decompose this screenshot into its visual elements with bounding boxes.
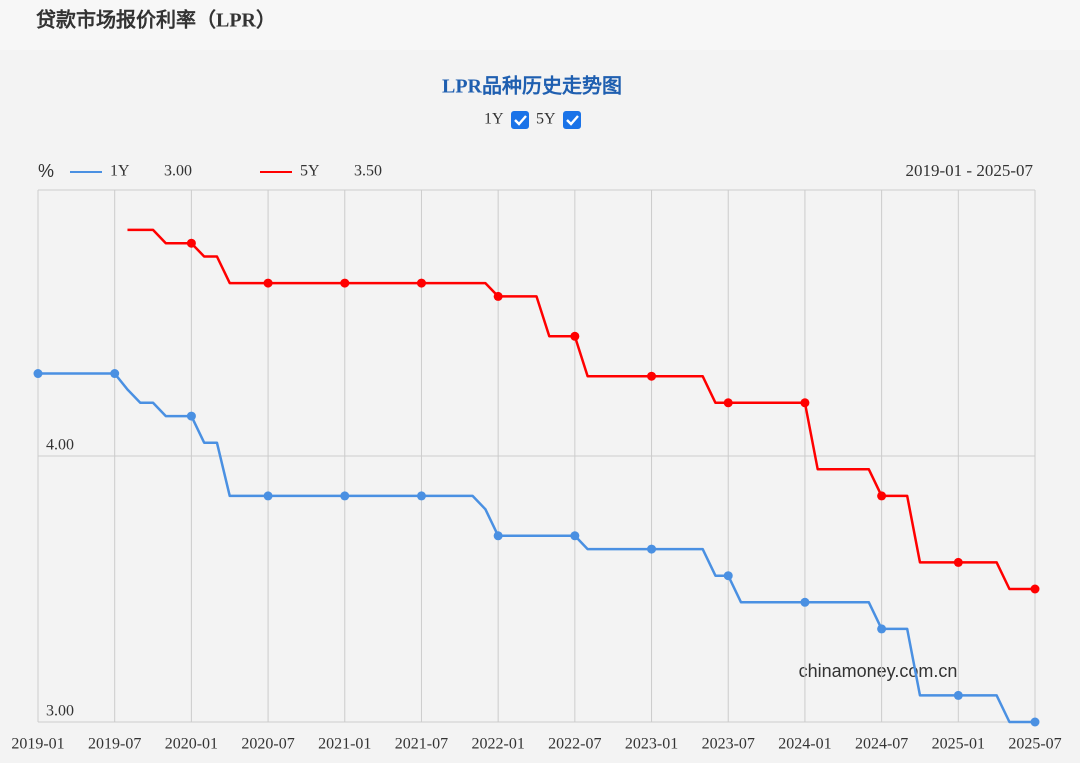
x-tick-label: 2019-07 — [88, 736, 141, 753]
data-point — [416, 278, 426, 288]
checkbox-check — [566, 115, 579, 126]
y-tick-label: 4.00 — [46, 437, 74, 454]
data-point — [877, 624, 887, 634]
data-point — [416, 491, 426, 501]
data-point — [263, 491, 273, 501]
header-bar — [0, 0, 1080, 50]
x-tick-label: 2023-01 — [625, 736, 678, 753]
x-tick-label: 2024-01 — [778, 736, 831, 753]
x-tick-label: 2020-07 — [241, 736, 294, 753]
data-point — [953, 557, 963, 567]
legend-value: 3.00 — [164, 163, 192, 180]
data-point — [110, 369, 120, 379]
data-point — [186, 411, 196, 421]
date-range: 2019-01 - 2025-07 — [906, 161, 1034, 180]
x-tick-label: 2022-07 — [548, 736, 601, 753]
x-tick-label: 2021-07 — [395, 736, 448, 753]
series-line — [127, 228, 1035, 591]
checkbox-check — [514, 115, 527, 126]
data-point — [340, 278, 350, 288]
x-tick-label: 2025-07 — [1008, 736, 1061, 753]
data-point — [800, 597, 810, 607]
data-point — [647, 371, 657, 381]
y-tick-label: 3.00 — [46, 703, 74, 720]
checkbox[interactable] — [511, 111, 529, 129]
data-point — [1030, 584, 1040, 594]
x-tick-label: 2019-01 — [11, 736, 64, 753]
series-line — [38, 372, 1035, 724]
data-point — [263, 278, 273, 288]
legend-label: 5Y — [300, 163, 320, 180]
data-point — [647, 544, 657, 554]
checkbox-label: 1Y — [484, 111, 504, 128]
data-point — [723, 571, 733, 581]
data-point — [877, 491, 887, 501]
page-title: 贷款市场报价利率（LPR） — [36, 8, 276, 32]
watermark: chinamoney.com.cn — [799, 661, 958, 681]
legend-label: 1Y — [110, 163, 130, 180]
checkbox[interactable] — [563, 111, 581, 129]
x-tick-label: 2020-01 — [165, 736, 218, 753]
data-point — [800, 398, 810, 408]
data-point — [1030, 717, 1040, 727]
chart-title: LPR品种历史走势图 — [442, 74, 622, 98]
data-point — [953, 690, 963, 700]
x-tick-label: 2021-01 — [318, 736, 371, 753]
x-tick-label: 2022-01 — [471, 736, 524, 753]
y-unit: % — [38, 161, 54, 181]
data-point — [493, 291, 503, 301]
data-point — [186, 238, 196, 248]
data-point — [570, 331, 580, 341]
checkbox-label: 5Y — [536, 111, 556, 128]
x-tick-label: 2023-07 — [702, 736, 755, 753]
x-tick-label: 2024-07 — [855, 736, 908, 753]
data-point — [570, 531, 580, 541]
data-point — [493, 531, 503, 541]
data-point — [723, 398, 733, 408]
x-tick-label: 2025-01 — [932, 736, 985, 753]
legend-value: 3.50 — [354, 163, 382, 180]
data-point — [340, 491, 350, 501]
data-point — [33, 369, 43, 379]
